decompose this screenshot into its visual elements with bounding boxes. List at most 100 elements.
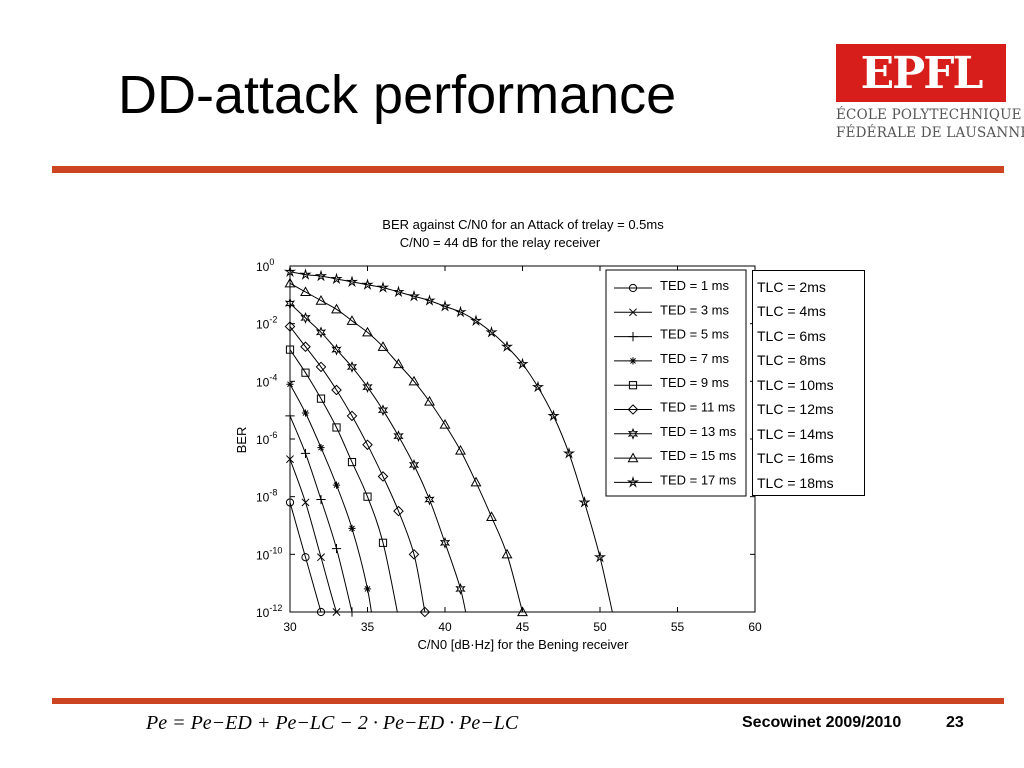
series-plus	[285, 411, 357, 617]
data-point	[285, 411, 295, 421]
data-point	[315, 294, 327, 305]
data-point	[393, 358, 404, 369]
data-point	[377, 404, 389, 417]
data-point	[363, 585, 372, 593]
data-point	[376, 281, 390, 293]
y-tick-label: 10-10	[256, 545, 282, 562]
data-point	[348, 524, 356, 532]
logo-line-2: FÉDÉRALE DE LAUSANNE	[836, 125, 1024, 141]
data-point	[408, 458, 420, 471]
data-point	[517, 606, 528, 617]
data-point	[486, 511, 497, 521]
data-point	[346, 360, 358, 373]
data-point	[331, 384, 342, 396]
logo-mark: EPFL	[860, 48, 984, 99]
series-hexagram	[284, 297, 467, 612]
data-point	[301, 409, 310, 417]
data-point	[316, 607, 326, 617]
data-point	[516, 357, 529, 370]
data-point	[331, 543, 342, 554]
data-point	[286, 380, 294, 388]
series-triangle	[284, 277, 528, 617]
tlc-item: TLC = 14ms	[757, 426, 834, 442]
data-series	[283, 265, 613, 618]
data-point	[408, 375, 420, 386]
y-tick-label: 100	[256, 257, 274, 274]
legend-marker	[627, 452, 639, 463]
legend-entry: TED = 17 ms	[660, 472, 737, 487]
data-point	[331, 343, 342, 356]
page-number: 23	[946, 714, 964, 731]
data-point	[362, 326, 373, 337]
data-point	[346, 410, 358, 422]
series-pentagram	[283, 265, 613, 612]
data-point	[593, 550, 607, 563]
data-point	[423, 294, 436, 306]
data-point	[315, 326, 327, 339]
legend-marker	[626, 475, 640, 488]
x-tick-label: 40	[438, 620, 452, 634]
data-point	[469, 314, 483, 326]
chart-title: BER against C/N0 for an Attack of trelay…	[382, 217, 664, 232]
logo-line-1: ÉCOLE POLYTECHNIQUE	[836, 107, 1022, 123]
data-point	[392, 285, 405, 298]
error-probability-formula: Pe = Pe−ED + Pe−LC − 2 · Pe−ED · Pe−LC	[146, 712, 519, 734]
footer-divider	[52, 698, 1004, 704]
legend-entry: TED = 9 ms	[660, 375, 729, 390]
x-axis-label: C/N0 [dB·Hz] for the Bening receiver	[418, 637, 630, 652]
x-tick-label: 50	[593, 620, 607, 634]
tlc-item: TLC = 8ms	[757, 352, 826, 368]
legend-marker	[628, 332, 638, 342]
data-point	[283, 265, 297, 277]
legend-entry: TED = 5 ms	[660, 327, 729, 342]
tlc-item: TLC = 12ms	[757, 401, 834, 417]
slide-title: DD-attack performance	[118, 65, 677, 125]
data-point	[424, 395, 435, 406]
data-point	[485, 325, 498, 338]
header-divider	[52, 166, 1004, 173]
data-point	[501, 548, 513, 559]
series-line	[290, 326, 426, 612]
epfl-logo: EPFL ÉCOLE POLYTECHNIQUE FÉDÉRALE DE LAU…	[836, 44, 1024, 164]
x-tick-label: 55	[671, 620, 685, 634]
series-asterisk	[286, 380, 372, 612]
data-point	[285, 345, 295, 354]
tlc-item: TLC = 4ms	[757, 303, 826, 319]
series-line	[290, 282, 523, 612]
data-point	[347, 457, 357, 467]
data-point	[377, 471, 389, 482]
legend-marker	[629, 357, 637, 365]
series-x	[286, 455, 341, 616]
data-point	[378, 538, 388, 547]
data-point	[345, 275, 359, 288]
legend-entry: TED = 7 ms	[660, 351, 729, 366]
data-point	[314, 269, 328, 282]
data-point	[362, 439, 373, 451]
data-point	[500, 340, 514, 352]
data-point	[393, 505, 404, 517]
data-point	[438, 299, 452, 312]
data-point	[347, 607, 357, 617]
legend-marker	[627, 404, 639, 415]
chart-subtitle: C/N0 = 44 dB for the relay receiver	[400, 235, 601, 250]
data-point	[301, 553, 310, 562]
data-point	[316, 394, 326, 403]
data-point	[301, 368, 310, 377]
data-point	[332, 481, 341, 489]
data-point	[284, 277, 296, 288]
data-point	[531, 380, 545, 393]
data-point	[454, 305, 467, 318]
x-tick-label: 30	[283, 620, 297, 634]
footer-text: Secowinet 2009/2010	[742, 714, 902, 731]
data-point	[332, 608, 341, 616]
series-line	[290, 502, 322, 612]
data-point	[361, 278, 374, 290]
x-tick-label: 45	[516, 620, 530, 634]
tlc-item: TLC = 10ms	[757, 377, 834, 393]
data-point	[332, 423, 341, 432]
series-line	[290, 383, 372, 612]
legend-entry: TED = 15 ms	[660, 448, 737, 463]
data-point	[455, 444, 466, 455]
data-point	[286, 455, 294, 464]
